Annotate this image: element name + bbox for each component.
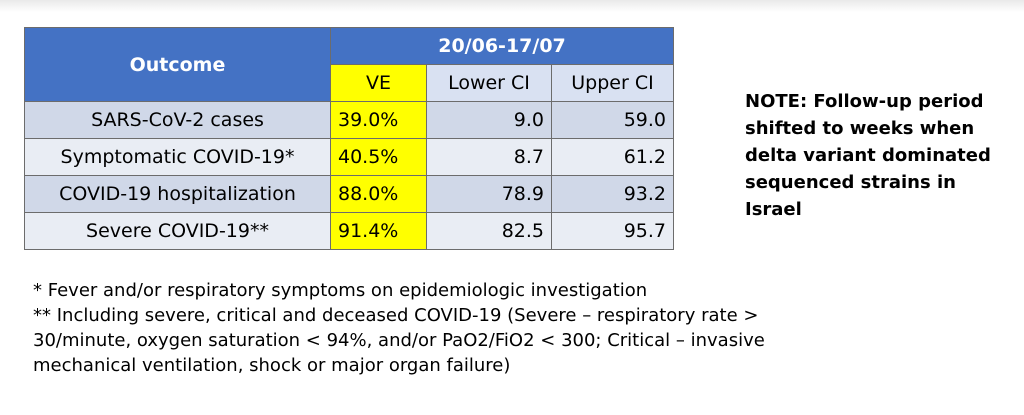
table-row: Symptomatic COVID-19* 40.5% 8.7 61.2 — [24, 138, 674, 176]
table-header-row: Outcome 20/06-17/07 — [24, 27, 674, 102]
ve-cell: 91.4% — [330, 212, 427, 250]
upper-ci-cell: 61.2 — [551, 138, 674, 176]
ve-column-header: VE — [330, 64, 427, 102]
table-row: SARS-CoV-2 cases 39.0% 9.0 59.0 — [24, 101, 674, 139]
vaccine-effectiveness-table: Outcome 20/06-17/07 VE Lower CI Upper CI… — [24, 27, 674, 250]
lower-ci-cell: 8.7 — [426, 138, 552, 176]
outcome-cell: SARS-CoV-2 cases — [24, 101, 331, 139]
ve-cell: 39.0% — [330, 101, 427, 139]
outcome-column-header: Outcome — [24, 27, 331, 102]
upper-ci-cell: 95.7 — [551, 212, 674, 250]
lower-ci-cell: 82.5 — [426, 212, 552, 250]
footnote-symptomatic: * Fever and/or respiratory symptoms on e… — [33, 280, 648, 301]
outcome-cell: COVID-19 hospitalization — [24, 175, 331, 213]
upper-ci-cell: 93.2 — [551, 175, 674, 213]
table-row: Severe COVID-19** 91.4% 82.5 95.7 — [24, 212, 674, 250]
table-row: COVID-19 hospitalization 88.0% 78.9 93.2 — [24, 175, 674, 213]
upper-ci-cell: 59.0 — [551, 101, 674, 139]
footnote-severe: ** Including severe, critical and deceas… — [33, 305, 765, 376]
upper-ci-column-header: Upper CI — [551, 64, 674, 102]
ve-cell: 88.0% — [330, 175, 427, 213]
footnotes: * Fever and/or respiratory symptoms on e… — [33, 278, 773, 378]
lower-ci-cell: 9.0 — [426, 101, 552, 139]
ve-cell: 40.5% — [330, 138, 427, 176]
lower-ci-column-header: Lower CI — [426, 64, 552, 102]
outcome-cell: Symptomatic COVID-19* — [24, 138, 331, 176]
outcome-cell: Severe COVID-19** — [24, 212, 331, 250]
table-subheader-row: VE Lower CI Upper CI — [25, 64, 674, 102]
follow-up-note: NOTE: Follow-up period shifted to weeks … — [745, 91, 991, 220]
period-column-header: 20/06-17/07 — [330, 27, 674, 65]
lower-ci-cell: 78.9 — [426, 175, 552, 213]
